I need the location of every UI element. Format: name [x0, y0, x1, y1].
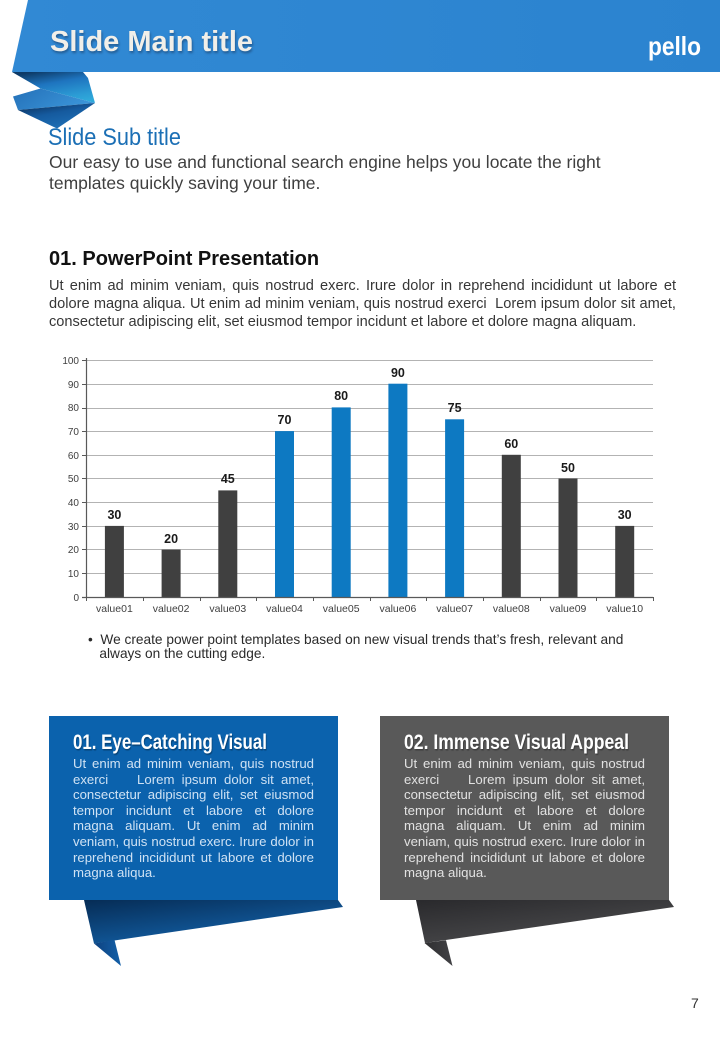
svg-text:30: 30	[107, 508, 121, 522]
svg-text:60: 60	[504, 437, 518, 451]
svg-text:50: 50	[561, 461, 575, 475]
svg-text:value05: value05	[323, 603, 360, 615]
svg-text:value08: value08	[493, 603, 530, 615]
svg-text:80: 80	[68, 403, 80, 414]
svg-text:value09: value09	[550, 603, 587, 615]
svg-text:45: 45	[221, 472, 235, 486]
svg-text:100: 100	[62, 356, 79, 367]
svg-text:20: 20	[68, 545, 80, 556]
svg-text:70: 70	[68, 427, 80, 438]
svg-text:90: 90	[68, 380, 80, 391]
svg-text:90: 90	[391, 366, 405, 380]
svg-text:value02: value02	[153, 603, 190, 615]
svg-text:80: 80	[334, 389, 348, 403]
svg-text:value04: value04	[266, 603, 303, 615]
svg-text:40: 40	[68, 498, 80, 509]
svg-text:75: 75	[448, 401, 462, 415]
svg-text:0: 0	[73, 593, 79, 604]
svg-text:30: 30	[68, 522, 80, 533]
svg-text:60: 60	[68, 451, 80, 462]
svg-text:30: 30	[618, 508, 632, 522]
svg-text:value10: value10	[606, 603, 643, 615]
svg-text:value01: value01	[96, 603, 133, 615]
svg-text:value06: value06	[380, 603, 417, 615]
svg-text:10: 10	[68, 569, 80, 580]
svg-text:value03: value03	[209, 603, 246, 615]
svg-text:70: 70	[278, 413, 292, 427]
svg-text:20: 20	[164, 532, 178, 546]
svg-text:50: 50	[68, 474, 80, 485]
svg-text:value07: value07	[436, 603, 473, 615]
